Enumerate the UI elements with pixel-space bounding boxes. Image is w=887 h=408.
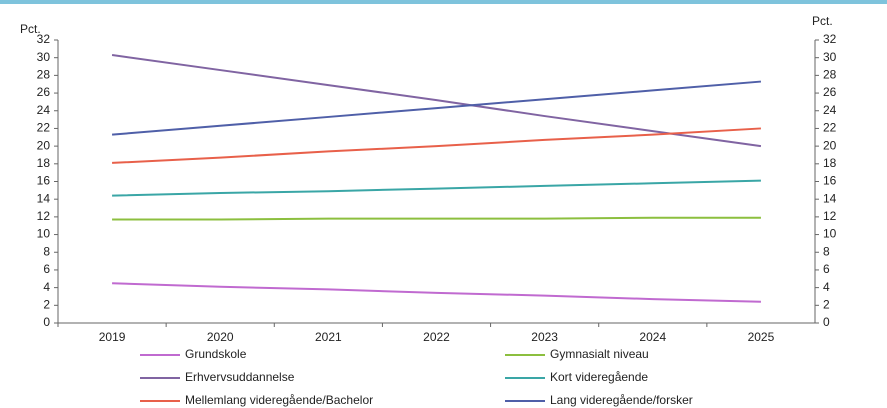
legend-label: Erhvervsuddannelse [185,370,295,384]
x-tick-label: 2023 [531,330,558,344]
y2-tick-label: 2 [823,297,830,311]
x-tick-label: 2019 [99,330,126,344]
y2-tick-label: 26 [823,85,837,99]
y2-tick-label: 20 [823,138,837,152]
y2-tick-label: 14 [823,191,837,205]
y-tick-label: 16 [37,174,51,188]
y2-tick-label: 8 [823,244,830,258]
x-tick-label: 2022 [423,330,450,344]
x-tick-label: 2024 [639,330,666,344]
legend-label: Mellemlang videregående/Bachelor [185,393,373,407]
x-tick-label: 2020 [207,330,234,344]
y2-tick-label: 4 [823,280,830,294]
series-line [112,216,761,221]
y-tick-label: 26 [37,85,51,99]
legend-label: Lang videregående/forsker [550,393,693,407]
y2-axis-label: Pct. [812,14,833,28]
header-band [0,0,887,4]
y2-tick-label: 12 [823,209,837,223]
y-tick-label: 28 [37,68,51,82]
y-tick-label: 24 [37,103,51,117]
x-tick-label: 2021 [315,330,342,344]
y-tick-label: 0 [43,315,50,329]
y-tick-label: 32 [37,32,51,46]
y-tick-label: 18 [37,156,51,170]
series-line [111,80,762,136]
series-line [112,179,761,197]
y-tick-label: 14 [37,191,51,205]
y2-tick-label: 6 [823,262,830,276]
y-tick-label: 6 [43,262,50,276]
y2-tick-label: 22 [823,121,837,135]
series-line [112,127,761,164]
y-tick-label: 2 [43,297,50,311]
y-tick-label: 4 [43,280,50,294]
series-line [111,54,762,148]
y2-tick-label: 32 [823,32,837,46]
y2-tick-label: 0 [823,315,830,329]
y-tick-label: 10 [37,227,51,241]
y2-tick-label: 18 [823,156,837,170]
y-tick-label: 30 [37,50,51,64]
y-tick-label: 8 [43,244,50,258]
legend-label: Kort videregående [550,370,648,384]
y2-tick-label: 30 [823,50,837,64]
y-tick-label: 22 [37,121,51,135]
legend-label: Gymnasialt niveau [550,347,649,361]
x-tick-label: 2025 [748,330,775,344]
legend-label: Grundskole [185,347,247,361]
y2-tick-label: 28 [823,68,837,82]
y-axis-label: Pct. [20,22,41,36]
y2-tick-label: 10 [823,227,837,241]
y2-tick-label: 24 [823,103,837,117]
y-tick-label: 20 [37,138,51,152]
y-tick-label: 12 [37,209,51,223]
y2-tick-label: 16 [823,174,837,188]
series-line [112,282,761,303]
